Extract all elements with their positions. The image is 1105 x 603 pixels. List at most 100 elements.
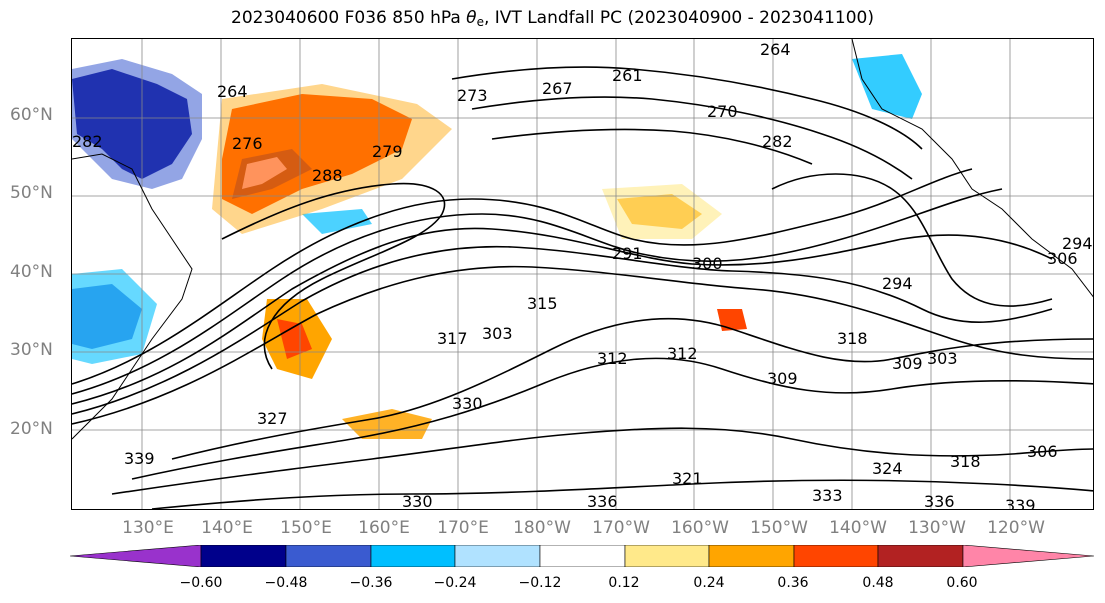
contour-label: 282: [762, 132, 793, 151]
colorbar: [70, 545, 1095, 567]
contour-label: 306: [1047, 249, 1078, 268]
negative-region-east-asia-outer: [72, 59, 202, 189]
title-theta: θ: [466, 8, 477, 28]
contour-label: 267: [542, 79, 573, 98]
contour-label: 317: [437, 329, 468, 348]
lon-label: 150°E: [280, 518, 332, 538]
lon-label: 150°W: [750, 518, 808, 538]
contour-label: 318: [950, 452, 981, 471]
colorbar-tick: −0.12: [518, 575, 562, 591]
contour-labels: 264 276 273 261 267 264 270 282 282 279 …: [72, 40, 1093, 510]
contour-label: 333: [812, 486, 843, 505]
contour-label: 294: [882, 274, 913, 293]
colorbar-cells: [70, 545, 1095, 567]
colorbar-tick: 0.12: [608, 575, 640, 591]
contour-label: 336: [587, 492, 618, 510]
contour-label: 288: [312, 166, 343, 185]
contour-label: 312: [667, 344, 698, 363]
contour-label: 303: [927, 349, 958, 368]
shaded-regions: [72, 54, 922, 439]
colorbar-tick: −0.24: [433, 575, 477, 591]
contour-label: 279: [372, 142, 403, 161]
contour-label: 309: [767, 369, 798, 388]
lat-label-20n: 20°N: [10, 419, 53, 439]
title-suffix: , IVT Landfall PC (2023040900 - 20230411…: [483, 8, 874, 28]
contour-label: 312: [597, 349, 628, 368]
contour-label: 264: [760, 40, 791, 59]
colorbar-cell: [877, 545, 964, 567]
lon-label: 140°E: [201, 518, 253, 538]
contour-label: 330: [402, 492, 433, 510]
positive-region-kamchatka-fringe: [212, 84, 452, 234]
coastline-alaska: [851, 39, 1093, 298]
contour-label: 270: [707, 102, 738, 121]
colorbar-tick: −0.36: [349, 575, 393, 591]
colorbar-tick: −0.60: [179, 575, 223, 591]
colorbar-cell: [624, 545, 710, 567]
contour-label: 327: [257, 409, 288, 428]
coastline-asia: [72, 153, 193, 440]
colorbar-cell: [454, 545, 541, 567]
contour-label: 321: [672, 469, 703, 488]
map-title: 2023040600 F036 850 hPa θe, IVT Landfall…: [0, 8, 1105, 29]
lon-label: 180°W: [513, 518, 571, 538]
colorbar-cell: [370, 545, 456, 567]
lon-label: 130°E: [122, 518, 174, 538]
contour-label: 300: [692, 254, 723, 273]
lon-label: 140°W: [829, 518, 887, 538]
lon-label: 160°E: [358, 518, 410, 538]
title-theta-subscript: e: [476, 15, 484, 29]
colorbar-cell: [962, 545, 1095, 567]
lat-label-60n: 60°N: [10, 105, 53, 125]
negative-region-midpacific: [302, 209, 372, 234]
contour-label: 330: [452, 394, 483, 413]
colorbar-tick: 0.36: [777, 575, 809, 591]
lon-label: 160°W: [671, 518, 729, 538]
positive-region-southeast: [342, 409, 432, 439]
contour-label: 282: [72, 132, 103, 151]
colorbar-tick: 0.48: [862, 575, 894, 591]
positive-region-south-core: [277, 319, 312, 359]
coastlines: [72, 39, 1093, 440]
map-canvas: 264 276 273 261 267 264 270 282 282 279 …: [72, 39, 1093, 510]
positive-region-kamchatka-peak: [242, 157, 287, 189]
contour-label: 339: [1005, 496, 1036, 510]
lat-label-40n: 40°N: [10, 262, 53, 282]
lat-label-50n: 50°N: [10, 183, 53, 203]
negative-region-japan-outer: [72, 269, 157, 364]
positive-region-central-fringe: [602, 184, 722, 239]
colorbar-cell: [200, 545, 287, 567]
contour-label: 318: [837, 329, 868, 348]
lon-label: 120°W: [987, 518, 1045, 538]
colorbar-tick: −0.48: [264, 575, 308, 591]
theta-e-contours: [72, 66, 1093, 509]
contour-label: 309: [892, 354, 923, 373]
contour-label: 339: [124, 449, 155, 468]
gridlines: [72, 39, 1093, 509]
contour-label: 264: [217, 82, 248, 101]
contour-label: 306: [1027, 442, 1058, 461]
positive-region-small: [717, 309, 747, 331]
colorbar-tick: 0.24: [693, 575, 725, 591]
contour-label: 315: [527, 294, 558, 313]
contour-label: 303: [482, 324, 513, 343]
contour-label: 336: [924, 492, 955, 510]
colorbar-cell: [708, 545, 795, 567]
contour-label: 294: [1062, 234, 1093, 253]
colorbar-tick: 0.60: [946, 575, 978, 591]
colorbar-cell: [70, 545, 202, 567]
colorbar-cell: [539, 545, 626, 567]
lon-label: 130°W: [908, 518, 966, 538]
lat-label-30n: 30°N: [10, 340, 53, 360]
contour-label: 324: [872, 459, 903, 478]
contour-label: 273: [457, 86, 488, 105]
lon-label: 170°E: [437, 518, 489, 538]
colorbar-cell: [793, 545, 879, 567]
contour-label: 276: [232, 134, 263, 153]
colorbar-cell: [285, 545, 372, 567]
contour-label: 261: [612, 66, 643, 85]
title-prefix: 2023040600 F036 850 hPa: [231, 8, 467, 28]
contour-label: 291: [612, 244, 643, 263]
lon-label: 170°W: [592, 518, 650, 538]
map-panel: 264 276 273 261 267 264 270 282 282 279 …: [71, 38, 1094, 510]
